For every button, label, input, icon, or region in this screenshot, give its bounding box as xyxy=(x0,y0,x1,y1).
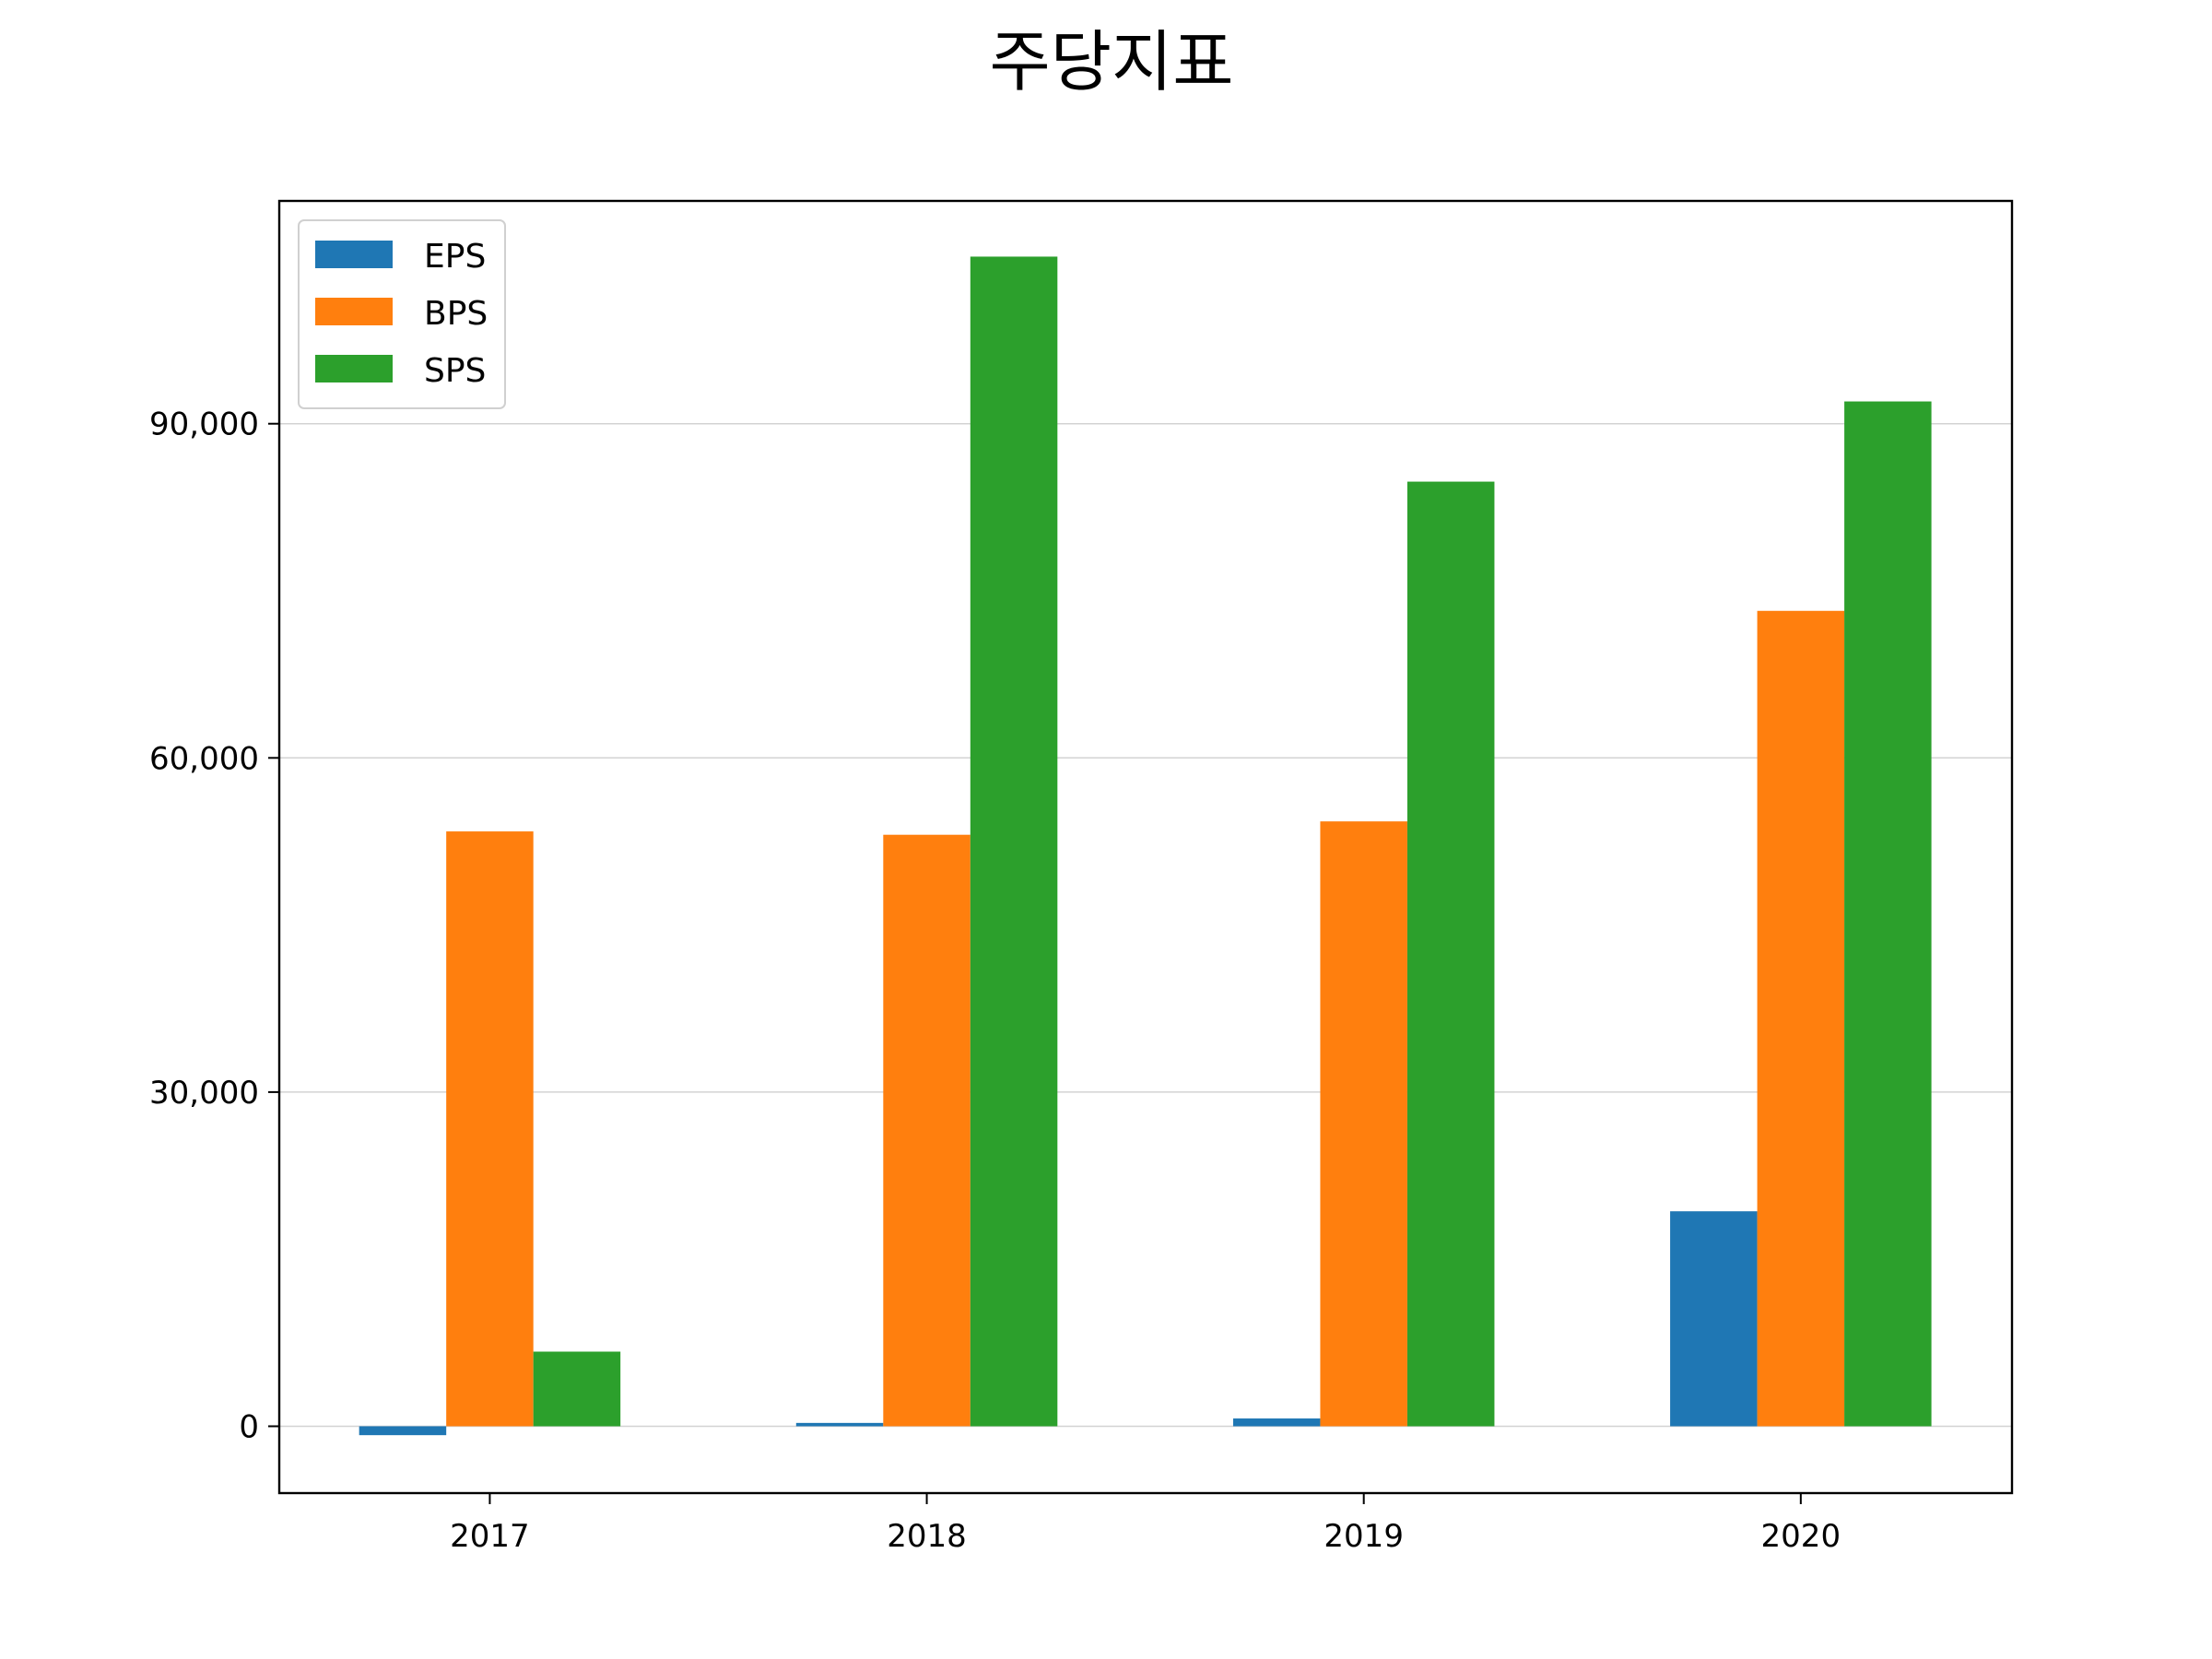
legend-swatch-bps xyxy=(315,298,393,325)
legend: EPS BPS SPS xyxy=(298,219,506,409)
legend-swatch-sps xyxy=(315,355,393,382)
bar-sps-2017 xyxy=(533,1351,621,1427)
y-tick-label-3: 90,000 xyxy=(149,406,259,443)
bar-eps-2018 xyxy=(795,1422,884,1427)
bar-bps-2018 xyxy=(883,834,971,1427)
legend-swatch-eps xyxy=(315,241,393,268)
bar-eps-2017 xyxy=(359,1426,447,1436)
bar-bps-2020 xyxy=(1757,610,1845,1427)
bar-sps-2019 xyxy=(1406,481,1495,1427)
legend-label-sps: SPS xyxy=(424,352,486,390)
y-tick-label-1: 30,000 xyxy=(149,1075,259,1112)
bar-eps-2020 xyxy=(1670,1211,1758,1427)
chart-title: 주당지표 xyxy=(990,23,1234,100)
legend-label-eps: EPS xyxy=(424,238,486,276)
axis-layer: 0 30,000 60,000 90,000 2017 2018 2019 2020 xyxy=(149,406,1841,1555)
x-tick-label-2018: 2018 xyxy=(887,1518,967,1555)
plot-frame xyxy=(277,199,2014,1495)
bars-layer xyxy=(359,256,1932,1436)
x-tick-label-2019: 2019 xyxy=(1324,1518,1404,1555)
y-tick-label-2: 60,000 xyxy=(149,740,259,777)
bar-bps-2019 xyxy=(1320,821,1407,1427)
x-tick-label-2020: 2020 xyxy=(1761,1518,1841,1555)
bar-eps-2019 xyxy=(1232,1418,1321,1427)
bar-bps-2017 xyxy=(446,831,534,1427)
legend-label-bps: BPS xyxy=(424,295,488,333)
bar-sps-2018 xyxy=(970,256,1058,1427)
bar-sps-2020 xyxy=(1844,401,1932,1427)
x-tick-label-2017: 2017 xyxy=(450,1518,530,1555)
y-tick-label-0: 0 xyxy=(239,1408,259,1445)
